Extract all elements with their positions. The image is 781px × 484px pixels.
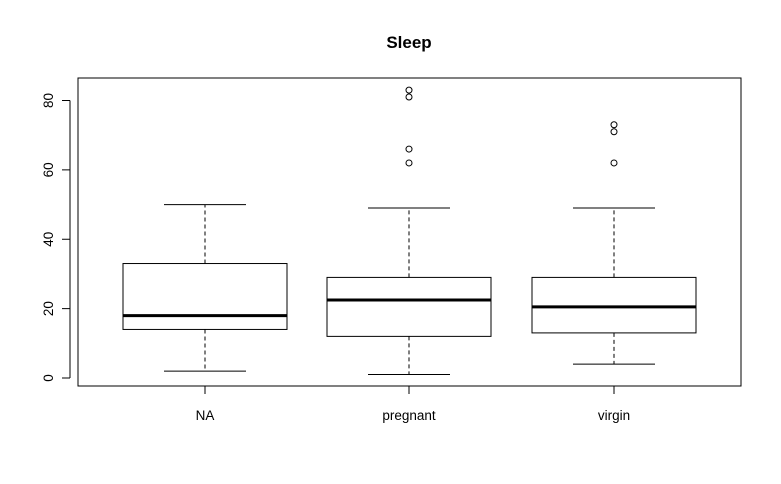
outlier-point	[405, 93, 413, 101]
outlier-point	[610, 159, 618, 167]
y-tick-label: 40	[41, 232, 56, 247]
x-axis: NA pregnant virgin	[196, 385, 630, 423]
y-tick-label: 60	[41, 162, 56, 177]
box-virgin	[531, 121, 697, 365]
x-tick-label: NA	[196, 408, 215, 423]
box-iqr	[531, 276, 697, 334]
outlier-point	[405, 86, 413, 94]
y-tick-label: 20	[41, 301, 56, 316]
x-tick-label: virgin	[598, 408, 630, 423]
box-pregnant	[326, 86, 492, 376]
y-tick-label: 80	[41, 93, 56, 108]
y-tick-label: 0	[41, 374, 56, 382]
outlier-point	[610, 121, 618, 129]
y-axis: 0 20 40 60 80	[41, 93, 71, 382]
box-iqr	[326, 276, 492, 337]
box-iqr	[122, 263, 288, 330]
box-series	[122, 86, 697, 376]
outlier-point	[610, 128, 618, 136]
box-na	[122, 204, 288, 372]
outlier-point	[405, 159, 413, 167]
chart-title: Sleep	[386, 33, 431, 52]
x-tick-label: pregnant	[382, 408, 436, 423]
outlier-point	[405, 145, 413, 153]
